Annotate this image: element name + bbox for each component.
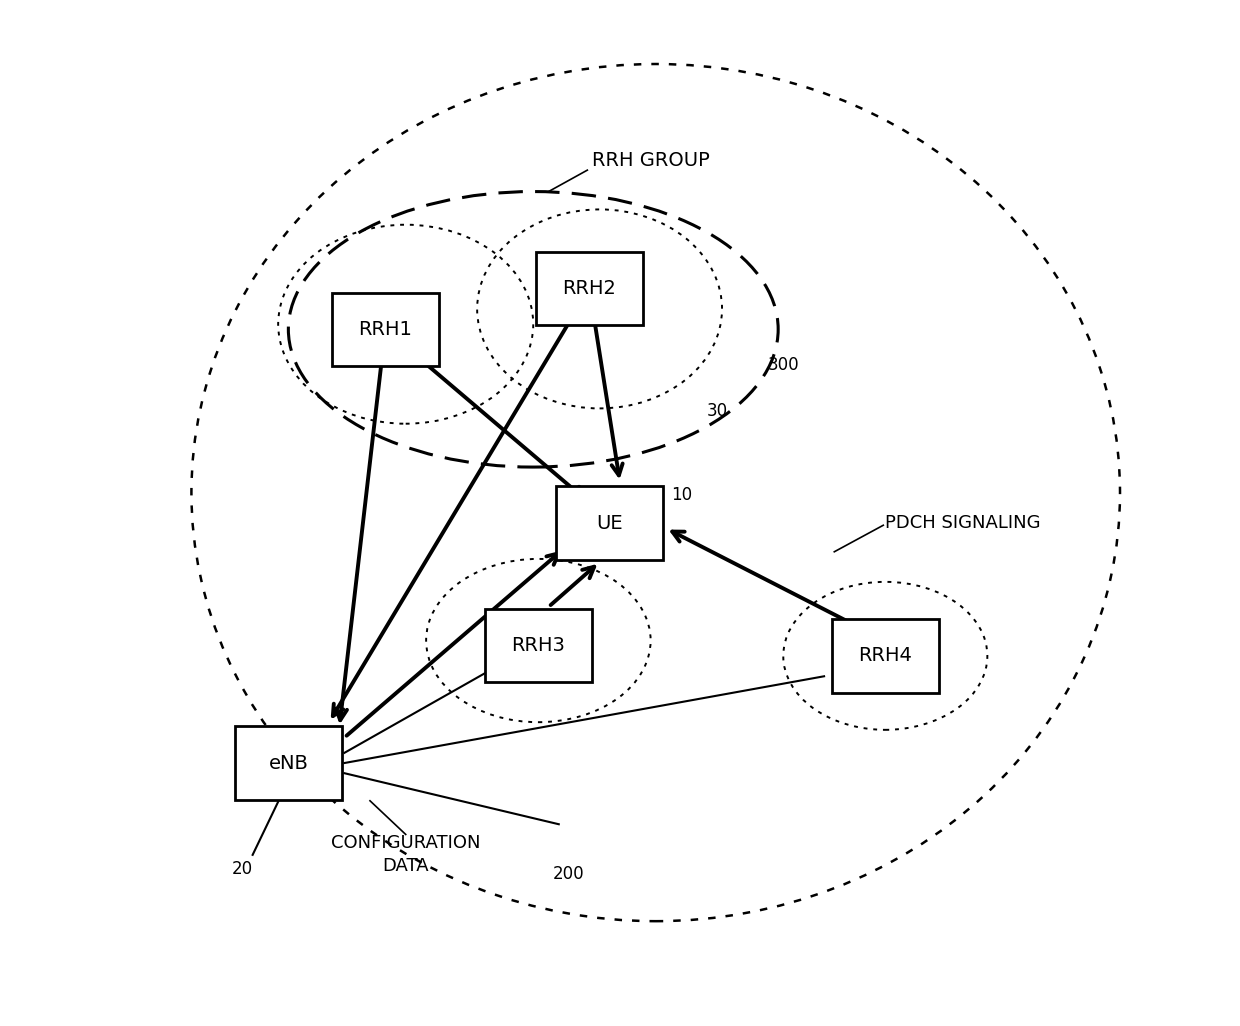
Text: RRH GROUP: RRH GROUP — [591, 152, 709, 170]
FancyBboxPatch shape — [485, 608, 591, 682]
Text: RRH4: RRH4 — [858, 646, 913, 666]
Text: UE: UE — [596, 514, 624, 532]
FancyBboxPatch shape — [332, 292, 439, 366]
Text: 30: 30 — [707, 402, 728, 420]
Text: RRH2: RRH2 — [563, 279, 616, 298]
Text: RRH1: RRH1 — [358, 320, 412, 339]
FancyBboxPatch shape — [536, 251, 644, 325]
FancyBboxPatch shape — [832, 619, 939, 693]
FancyBboxPatch shape — [557, 486, 663, 560]
Text: 200: 200 — [553, 865, 585, 883]
Text: RRH3: RRH3 — [511, 636, 565, 656]
Text: 10: 10 — [671, 485, 692, 504]
FancyBboxPatch shape — [234, 726, 342, 799]
Text: 20: 20 — [232, 860, 253, 878]
Text: 300: 300 — [768, 356, 800, 374]
Text: eNB: eNB — [268, 753, 309, 773]
Text: PDCH SIGNALING: PDCH SIGNALING — [885, 514, 1040, 532]
Text: CONFIGURATION
DATA: CONFIGURATION DATA — [331, 834, 480, 874]
